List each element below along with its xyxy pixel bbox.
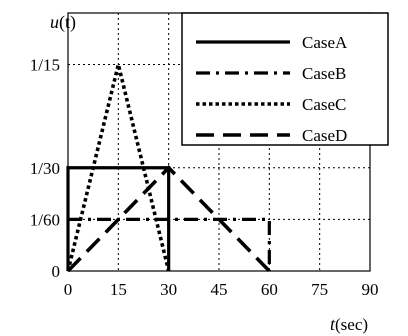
y-tick-label: 1/15 [30, 56, 60, 75]
legend-label-casec: CaseC [302, 95, 346, 114]
series-line-casec [66, 64, 171, 272]
x-tick-label: 75 [311, 280, 328, 299]
x-tick-label: 60 [261, 280, 278, 299]
tick-labels: 0 15 30 45 60 75 90 0 1/60 1/30 1/15 [30, 56, 379, 299]
series-line-cased [66, 165, 271, 273]
legend-box [181, 12, 389, 146]
y-axis-label: u(t) [50, 12, 76, 33]
legend-label-casea: CaseA [302, 33, 348, 52]
y-tick-label: 0 [52, 262, 61, 281]
x-axis-label: t(sec) [330, 314, 368, 334]
series-line-caseb [68, 217, 271, 271]
y-tick-label: 1/30 [30, 159, 60, 178]
x-tick-label: 30 [160, 280, 177, 299]
legend: CaseA CaseB CaseC CaseD [181, 12, 389, 146]
x-tick-label: 90 [362, 280, 379, 299]
y-tick-label: 1/60 [30, 210, 60, 229]
legend-label-caseb: CaseB [302, 64, 346, 83]
x-tick-label: 45 [211, 280, 228, 299]
x-tick-label: 15 [110, 280, 127, 299]
x-tick-label: 0 [64, 280, 73, 299]
legend-label-cased: CaseD [302, 126, 347, 145]
